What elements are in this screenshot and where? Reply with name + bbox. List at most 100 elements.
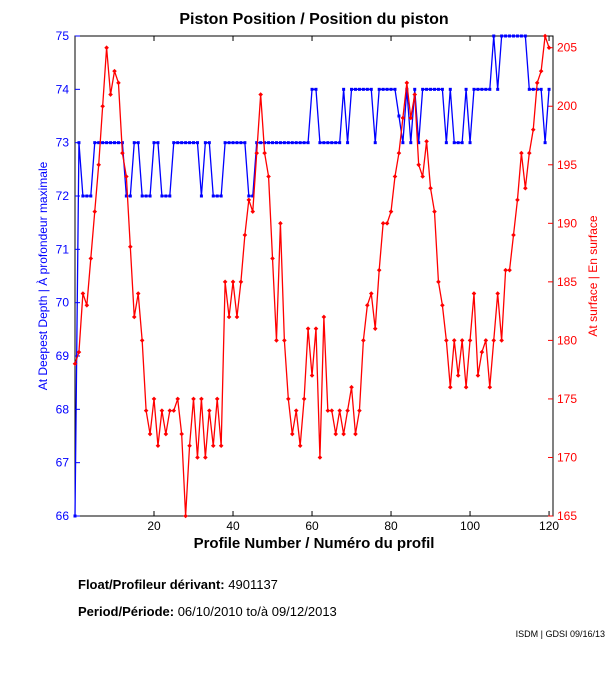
data-point-deepest [132,141,136,145]
data-point-deepest [436,87,440,91]
data-point-surface [451,338,457,343]
data-point-deepest [504,34,508,38]
data-point-surface [538,68,544,74]
data-point-deepest [73,514,77,518]
data-point-deepest [152,141,156,145]
data-point-surface [183,513,188,519]
data-point-deepest [480,87,484,91]
data-point-surface [128,244,133,250]
data-point-deepest [255,141,259,145]
chart-title: Piston Position / Position du piston [179,11,448,28]
data-point-deepest [148,194,152,198]
data-point-deepest [306,141,310,145]
data-point-deepest [322,141,326,145]
data-point-surface [84,302,90,308]
data-point-surface [266,174,271,179]
data-point-surface [325,408,331,413]
right-y-tick-label: 190 [557,216,577,230]
right-y-axis-label: At surface | En surface [586,215,600,336]
right-y-tick-label: 200 [557,99,577,113]
data-point-surface [412,92,418,97]
data-point-deepest [85,194,89,198]
data-point-deepest [397,114,401,118]
data-point-surface [349,384,354,390]
data-point-surface [230,279,236,285]
data-point-surface [396,150,402,156]
data-point-surface [380,221,386,226]
data-point-deepest [389,87,393,91]
data-point-deepest [401,141,405,145]
data-point-surface [436,279,441,285]
data-point-surface [321,314,327,320]
data-point-deepest [271,141,275,145]
data-point-deepest [247,194,251,198]
data-point-surface [424,139,429,144]
data-point-surface [408,115,414,121]
right-y-tick-label: 175 [557,392,577,406]
data-point-surface [511,232,516,238]
data-point-deepest [310,87,314,91]
data-point-surface [305,326,311,331]
data-point-surface [210,443,216,449]
data-point-deepest [464,87,468,91]
data-point-surface [226,314,232,320]
left-y-tick-label: 71 [56,242,70,256]
data-point-deepest [547,87,551,91]
data-point-deepest [508,34,512,38]
data-point-deepest [460,141,464,145]
data-point-deepest [369,87,373,91]
data-point-surface [530,127,536,132]
data-point-deepest [500,34,504,38]
data-point-deepest [286,141,290,145]
right-y-tick-label: 165 [557,509,577,523]
data-point-surface [179,431,184,437]
data-point-deepest [81,194,85,198]
data-point-surface [116,80,121,86]
data-point-surface [88,256,94,261]
data-point-surface [317,455,323,460]
data-point-surface [96,162,102,168]
x-tick-label: 60 [305,519,319,533]
data-point-surface [526,150,532,156]
data-point-surface [309,373,315,378]
data-point-surface [507,267,512,273]
data-point-surface [428,185,433,191]
left-y-tick-label: 70 [56,296,70,310]
data-point-deepest [259,141,263,145]
data-point-surface [278,221,283,226]
data-point-deepest [274,141,278,145]
data-point-deepest [294,141,298,145]
data-point-deepest [105,141,109,145]
data-point-deepest [239,141,243,145]
data-point-deepest [346,141,350,145]
data-point-surface [293,408,299,413]
data-point-deepest [109,141,113,145]
credit-text: ISDM | GDSI 09/16/13 [515,629,605,639]
data-point-deepest [531,87,535,91]
data-point-deepest [365,87,369,91]
data-point-deepest [429,87,433,91]
data-point-surface [495,291,500,296]
data-point-deepest [199,194,203,198]
data-point-surface [100,103,105,109]
data-point-deepest [338,141,342,145]
data-point-deepest [156,141,160,145]
data-point-deepest [409,141,413,145]
data-point-surface [238,279,244,285]
data-point-surface [195,455,200,460]
float-info: Float/Profileur dérivant: 4901137 [78,577,278,592]
data-point-deepest [263,141,267,145]
x-tick-label: 80 [384,519,398,533]
data-point-surface [246,197,252,203]
data-point-deepest [432,87,436,91]
data-point-deepest [519,34,523,38]
data-point-deepest [207,141,211,145]
data-point-deepest [342,87,346,91]
data-point-deepest [77,141,81,145]
left-y-tick-label: 73 [56,136,70,150]
right-y-axis: 165 170 175 180 185 190 195 200 205 [548,41,577,523]
data-point-deepest [393,87,397,91]
data-point-deepest [353,87,357,91]
data-point-surface [357,408,362,413]
data-point-surface [467,338,473,343]
